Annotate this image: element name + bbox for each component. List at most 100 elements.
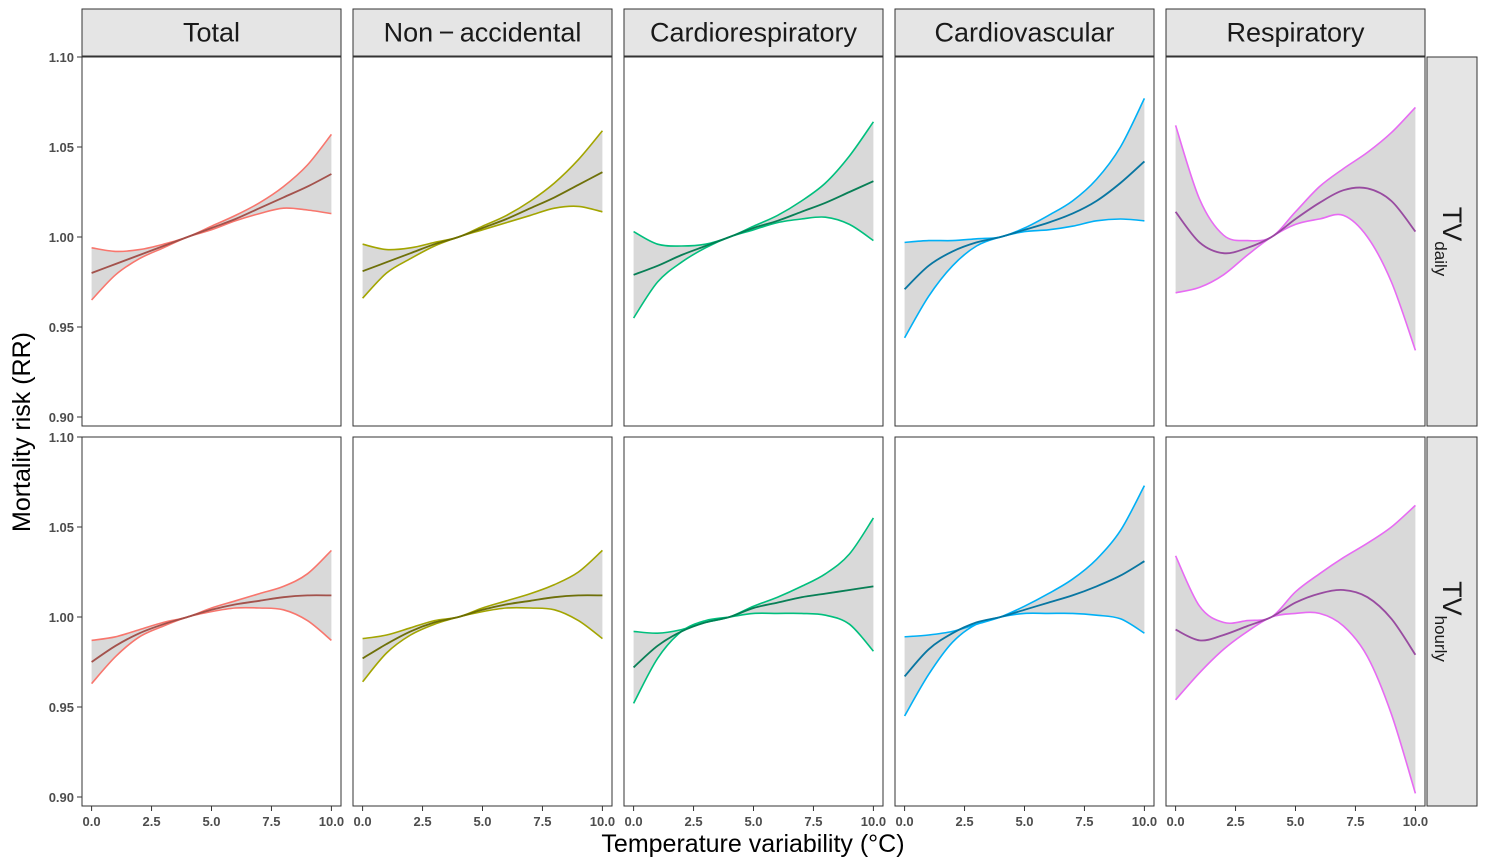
row-strip-label-base: TV bbox=[1437, 207, 1467, 242]
facet-panel bbox=[352, 436, 613, 807]
upper-ci-line bbox=[904, 485, 1146, 638]
column-strip: Cardiorespiratory bbox=[623, 8, 884, 57]
estimate-line bbox=[903, 160, 1146, 290]
x-tick-label: 5.0 bbox=[202, 814, 220, 829]
estimate-line bbox=[362, 171, 603, 273]
column-strip: Total bbox=[81, 8, 342, 57]
estimate-line-shade bbox=[903, 160, 1146, 290]
estimate-line bbox=[1175, 588, 1417, 656]
panel-background bbox=[353, 437, 612, 806]
ticks-layer: 0.90 0.95 1.00 1.05 1.10 0.90 0.95 1.00 1.05 1.10… bbox=[49, 50, 1428, 829]
row-strip: TVdaily bbox=[1426, 56, 1478, 427]
facet-panel bbox=[352, 56, 613, 427]
column-strip-bg bbox=[623, 8, 884, 57]
y-tick-label: 1.10 bbox=[49, 430, 74, 445]
facet-panel bbox=[623, 436, 884, 807]
x-tick-label: 10.0 bbox=[1132, 814, 1157, 829]
estimate-line bbox=[633, 180, 874, 276]
x-tick-label: 0.0 bbox=[896, 814, 914, 829]
panel-background bbox=[624, 437, 883, 806]
x-tick-label: 10.0 bbox=[590, 814, 615, 829]
panel-border bbox=[1165, 56, 1426, 427]
column-strip: Cardiovascular bbox=[894, 8, 1155, 57]
x-tick-label: 5.0 bbox=[1015, 814, 1033, 829]
estimate-line-shade bbox=[91, 173, 332, 274]
panel-border bbox=[894, 56, 1155, 427]
estimate-line bbox=[91, 173, 332, 274]
upper-ci-line bbox=[362, 130, 604, 251]
y-tick-label: 1.05 bbox=[49, 140, 74, 155]
facet-panel bbox=[81, 56, 342, 427]
estimate-line-shade bbox=[362, 594, 603, 660]
y-tick-label: 1.05 bbox=[49, 520, 74, 535]
estimate-line bbox=[362, 594, 603, 660]
x-tick-label: 7.5 bbox=[804, 814, 822, 829]
x-tick-label: 2.5 bbox=[685, 814, 703, 829]
panel-border bbox=[623, 56, 884, 427]
column-strip-bg bbox=[352, 8, 613, 57]
strips-layer: Total Non − accidental Cardiorespiratory Ca… bbox=[81, 8, 1478, 807]
y-tick-label: 1.00 bbox=[49, 610, 74, 625]
x-tick-label: 5.0 bbox=[1286, 814, 1304, 829]
facet-panel bbox=[894, 436, 1155, 807]
y-tick-label: 0.95 bbox=[49, 700, 74, 715]
lower-ci-line bbox=[903, 612, 1145, 717]
upper-ci-line bbox=[633, 121, 875, 247]
column-strip-bg bbox=[894, 8, 1155, 57]
estimate-line bbox=[903, 560, 1145, 677]
y-tick-label: 0.90 bbox=[49, 790, 74, 805]
y-axis-title: Mortality risk (RR) bbox=[8, 332, 36, 532]
upper-ci-line bbox=[633, 517, 875, 635]
panels-layer bbox=[81, 56, 1426, 807]
column-strip-label: Cardiorespiratory bbox=[650, 18, 858, 48]
estimate-line bbox=[1174, 186, 1417, 255]
x-tick-label: 2.5 bbox=[956, 814, 974, 829]
x-tick-label: 10.0 bbox=[319, 814, 344, 829]
lower-ci-line bbox=[903, 218, 1145, 339]
x-tick-label: 2.5 bbox=[143, 814, 161, 829]
column-strip: Respiratory bbox=[1165, 8, 1426, 57]
row-strip-label-base: TV bbox=[1437, 581, 1467, 616]
row-strip: TVhourly bbox=[1426, 436, 1478, 807]
panel-border bbox=[81, 56, 342, 427]
row-strip-label: TVdaily bbox=[1431, 207, 1467, 277]
x-tick-label: 5.0 bbox=[744, 814, 762, 829]
column-strip: Non − accidental bbox=[352, 8, 613, 57]
panel-background bbox=[624, 57, 883, 426]
estimate-line bbox=[632, 585, 874, 669]
lower-ci-line bbox=[361, 606, 603, 683]
estimate-line-shade bbox=[632, 585, 874, 669]
row-strip-label-sub: daily bbox=[1431, 241, 1450, 276]
lower-ci-line bbox=[91, 207, 332, 301]
upper-ci-line bbox=[362, 549, 603, 640]
y-tick-label: 1.00 bbox=[49, 230, 74, 245]
panel-border bbox=[352, 56, 613, 427]
x-tick-label: 0.0 bbox=[83, 814, 101, 829]
facet-panel bbox=[81, 436, 342, 807]
panel-background bbox=[895, 437, 1154, 806]
upper-ci-line bbox=[1174, 106, 1416, 242]
confidence-band bbox=[1175, 107, 1416, 351]
lower-ci-line bbox=[632, 216, 874, 319]
x-tick-label: 7.5 bbox=[1075, 814, 1093, 829]
panel-background bbox=[82, 437, 341, 806]
column-strip-bg bbox=[1165, 8, 1426, 57]
x-tick-label: 0.0 bbox=[625, 814, 643, 829]
panel-background bbox=[82, 57, 341, 426]
row-strip-bg bbox=[1426, 436, 1478, 807]
estimate-line bbox=[91, 594, 332, 663]
facet-panel bbox=[1165, 56, 1426, 427]
column-strip-bg bbox=[81, 8, 342, 57]
upper-ci-line bbox=[91, 549, 332, 642]
upper-ci-line bbox=[1174, 504, 1416, 625]
confidence-band bbox=[633, 518, 874, 704]
upper-ci-line bbox=[91, 133, 333, 253]
estimate-line-shade bbox=[633, 180, 874, 276]
row-strip-label: TVhourly bbox=[1431, 581, 1467, 662]
column-strip-label: Cardiovascular bbox=[934, 18, 1114, 48]
x-axis-title: Temperature variability (°C) bbox=[601, 830, 904, 858]
x-tick-label: 7.5 bbox=[533, 814, 551, 829]
x-tick-label: 0.0 bbox=[1167, 814, 1185, 829]
lower-ci-line bbox=[1174, 611, 1417, 794]
row-strip-bg bbox=[1426, 56, 1478, 427]
